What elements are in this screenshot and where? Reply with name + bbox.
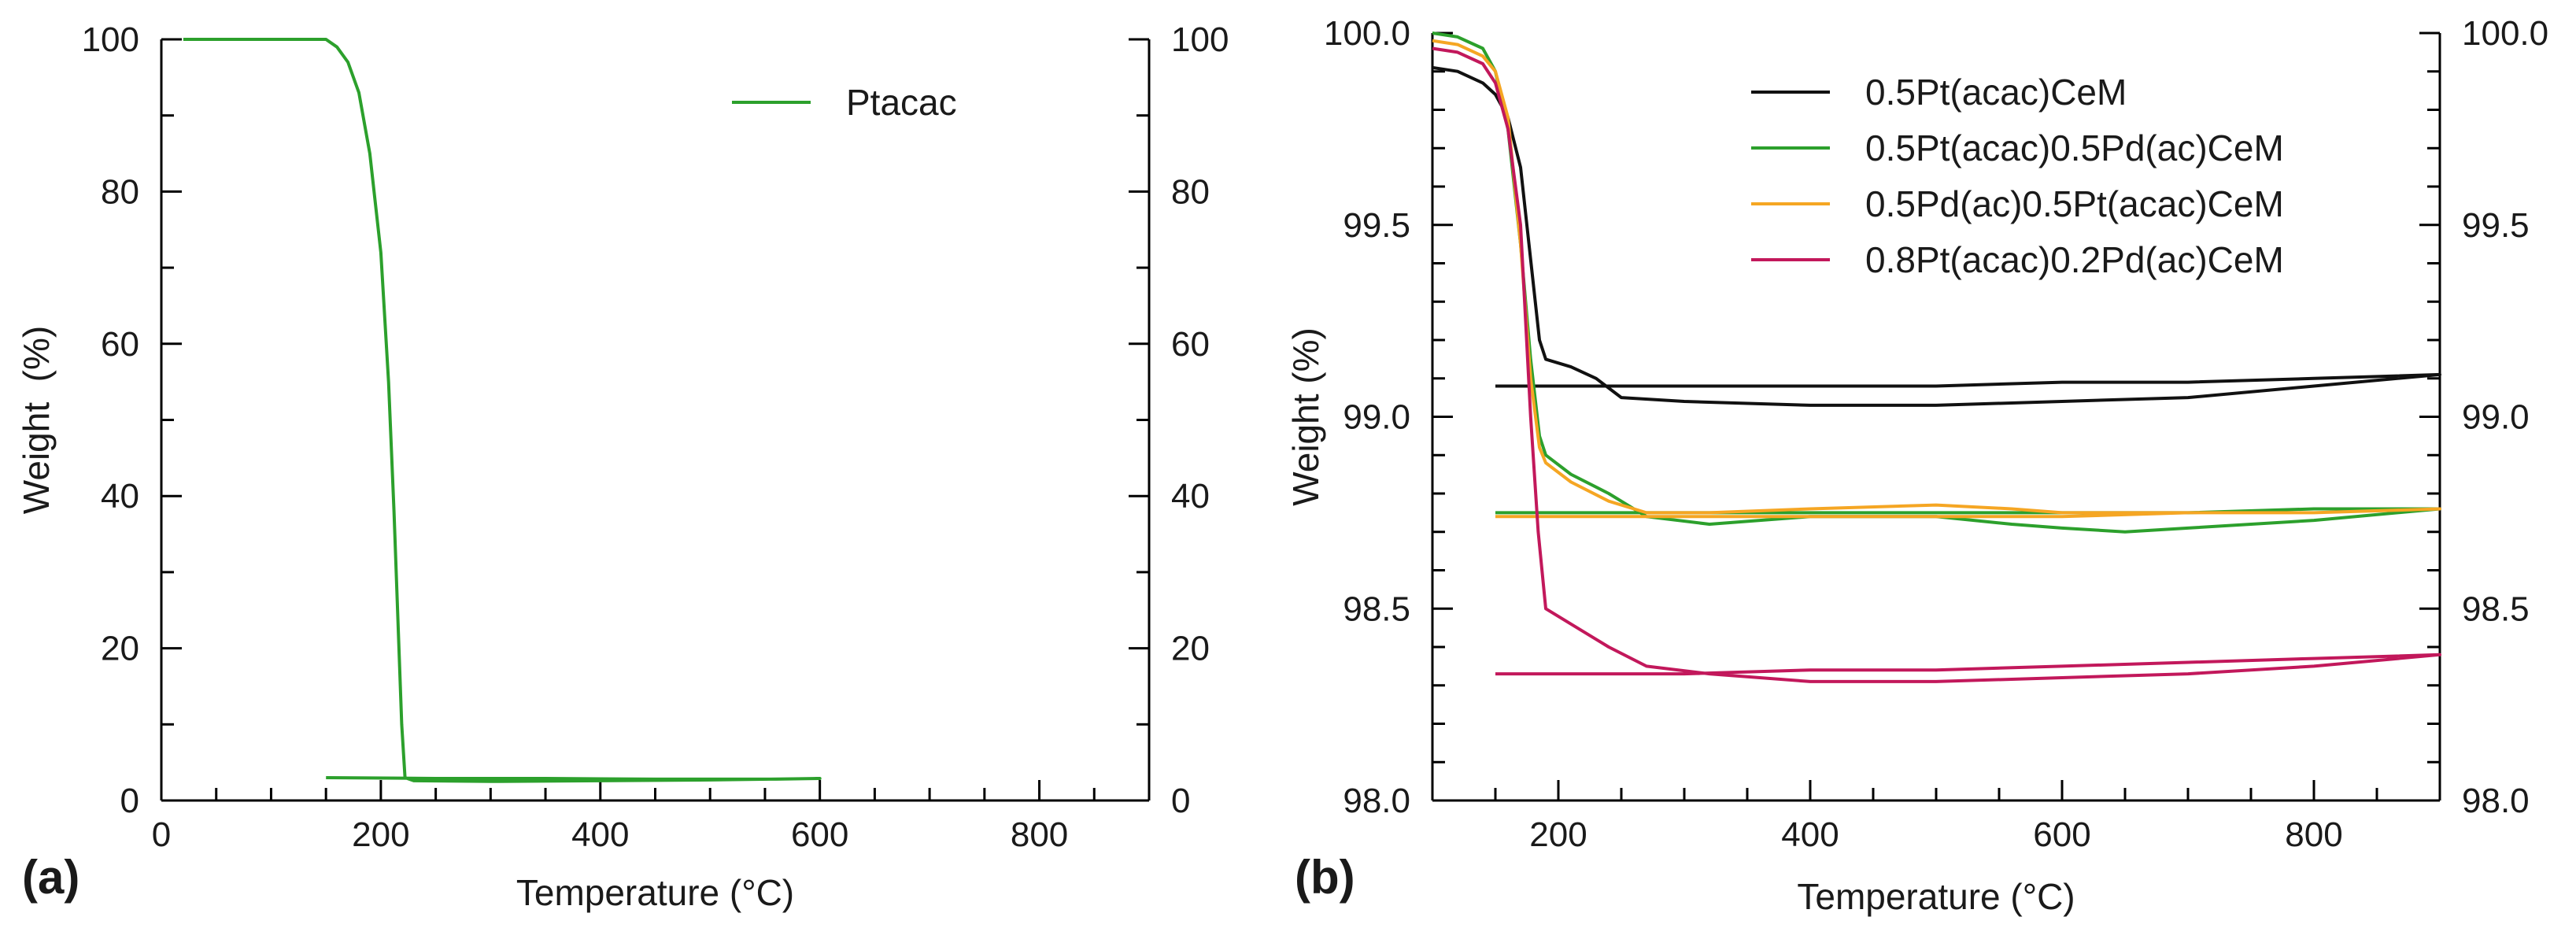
series-line-1 (1432, 65, 2441, 407)
y-tick-label-right: 100 (1171, 20, 1229, 59)
x-tick-label: 200 (352, 815, 409, 854)
y-tick-label-left: 99.5 (1343, 206, 1410, 245)
y-tick-label-right: 0 (1171, 782, 1190, 820)
x-tick-label: 600 (791, 815, 848, 854)
series-line-1 (183, 38, 822, 783)
x-tick-label: 400 (1781, 815, 1839, 854)
x-tick-label: 200 (1529, 815, 1587, 854)
chart-panel-2 (1431, 31, 2441, 802)
y-tick-label-left: 100 (82, 20, 139, 59)
x-axis-title: Temperature (°C) (1797, 876, 2075, 917)
y-tick-label-left: 100.0 (1324, 14, 1410, 53)
x-tick-label: 800 (1011, 815, 1068, 854)
x-tick-label: 600 (2033, 815, 2090, 854)
panel-label: (b) (1295, 851, 1355, 904)
legend-label: 0.5Pd(ac)0.5Pt(acac)CeM (1865, 183, 2284, 224)
y-tick-label-left: 80 (101, 172, 139, 211)
panel-label: (a) (22, 851, 79, 904)
y-tick-label-right: 98.5 (2462, 590, 2530, 628)
y-tick-label-right: 40 (1171, 477, 1210, 516)
x-tick-label: 0 (152, 815, 171, 854)
y-tick-label-right: 80 (1171, 172, 1210, 211)
x-axis-title: Temperature (°C) (516, 872, 794, 913)
y-tick-label-right: 99.0 (2462, 398, 2530, 437)
y-axis-title: Weight (%) (1285, 327, 1326, 506)
chart-panel-1 (160, 38, 1151, 802)
y-tick-label-right: 20 (1171, 630, 1210, 668)
legend-label: 0.8Pt(acac)0.2Pd(ac)CeM (1865, 239, 2284, 280)
legend-label: Ptacac (846, 82, 957, 123)
y-tick-label-left: 99.0 (1343, 398, 1410, 437)
y-tick-label-right: 99.5 (2462, 206, 2530, 245)
y-tick-label-left: 0 (120, 782, 139, 820)
y-tick-label-left: 60 (101, 325, 139, 364)
x-tick-label: 400 (571, 815, 629, 854)
y-tick-label-left: 40 (101, 477, 139, 516)
series-line-4 (1432, 46, 2441, 683)
y-tick-label-left: 98.0 (1343, 782, 1410, 820)
y-tick-label-left: 20 (101, 630, 139, 668)
y-tick-label-right: 100.0 (2462, 14, 2548, 53)
legend-label: 0.5Pt(acac)CeM (1865, 72, 2127, 113)
legend-label: 0.5Pt(acac)0.5Pd(ac)CeM (1865, 128, 2284, 168)
y-tick-label-right: 60 (1171, 325, 1210, 364)
x-tick-label: 800 (2285, 815, 2342, 854)
y-axis-title: Weight (%) (16, 326, 57, 514)
y-tick-label-right: 98.0 (2462, 782, 2530, 820)
y-tick-label-left: 98.5 (1343, 590, 1410, 628)
